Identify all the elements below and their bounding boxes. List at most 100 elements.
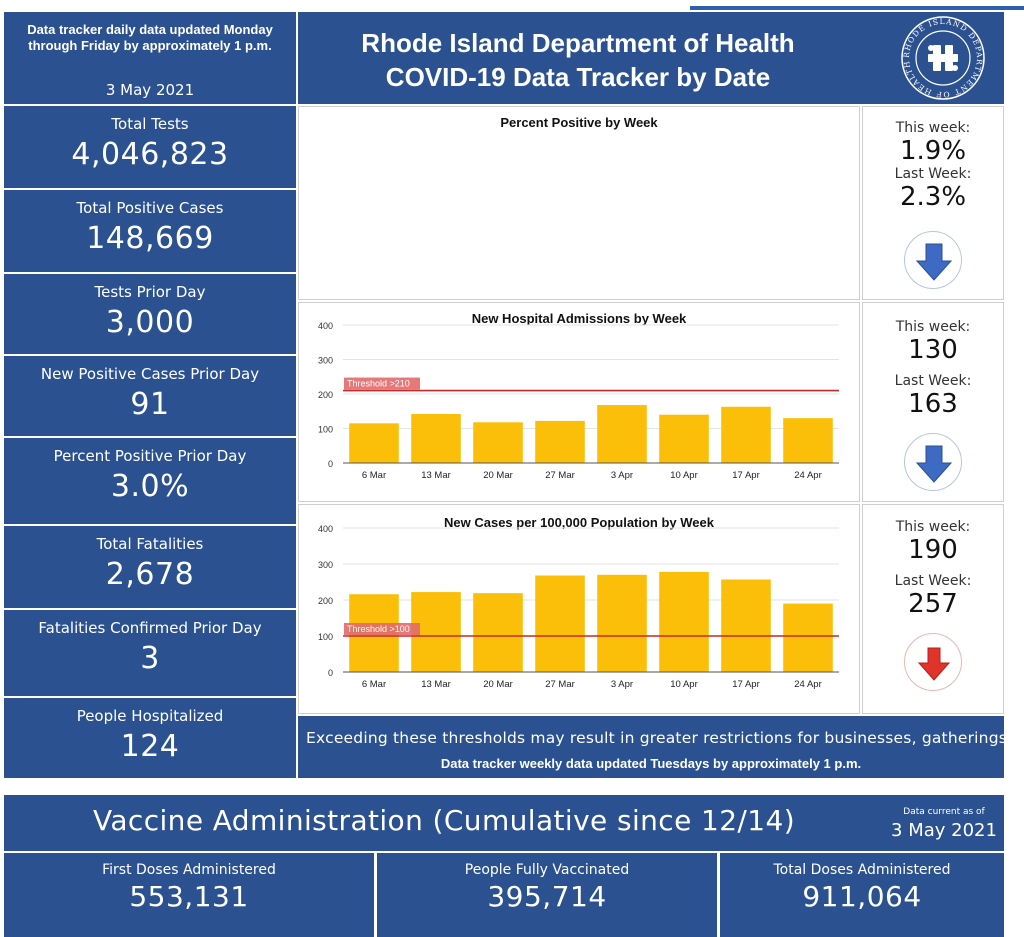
bar (597, 574, 647, 672)
weekly-update-note: Data tracker weekly data updated Tuesday… (440, 756, 862, 771)
page-subtitle: COVID-19 Data Tracker by Date (385, 62, 771, 92)
bar (349, 423, 399, 463)
y-tick-label: 200 (318, 596, 333, 606)
this-week-value: 130 (908, 335, 958, 365)
stat-new-positive-prior-day: New Positive Cases Prior Day 91 (4, 356, 296, 436)
weekly-percent-positive: This week: 1.9% Last Week: 2.3% (862, 106, 1004, 300)
threshold-note: Exceeding these thresholds may result in… (306, 729, 1004, 747)
bar (473, 422, 523, 463)
vaccine-label: Total Doses Administered (773, 862, 951, 878)
x-tick-label: 20 Mar (483, 679, 513, 690)
chart-title: New Hospital Admissions by Week (471, 311, 687, 326)
update-note: Data tracker daily data updated Monday t… (27, 22, 273, 53)
stat-people-hospitalized: People Hospitalized 124 (4, 698, 296, 778)
bar (535, 420, 585, 463)
y-tick-label: 400 (318, 524, 333, 534)
last-week-label: Last Week: (894, 573, 972, 589)
this-week-value: 1.9% (899, 136, 967, 166)
data-current-label: Data current as of (903, 807, 985, 817)
threshold-label-bg (344, 623, 420, 635)
bar (473, 593, 523, 672)
threshold-message: Exceeding these thresholds may result in… (298, 716, 1004, 778)
stat-percent-positive-prior-day: Percent Positive Prior Day 3.0% (4, 438, 296, 524)
stat-total-positive-cases: Total Positive Cases 148,669 (4, 190, 296, 272)
vaccine-value: 553,131 (129, 880, 249, 913)
stat-label: People Hospitalized (76, 707, 224, 725)
y-tick-label: 100 (318, 632, 333, 642)
chart-hospital-admissions-plot: 0 100 200 300 400 6 Mar 13 Mar 20 Mar 27 Mar 3 Ap… (318, 321, 839, 481)
x-tick-label: 3 Apr (611, 679, 633, 690)
vaccine-label: First Doses Administered (102, 862, 276, 878)
red-down-arrow-icon (904, 633, 962, 691)
stat-fatalities-prior-day: Fatalities Confirmed Prior Day 3 (4, 610, 296, 696)
stat-value: 2,678 (105, 557, 195, 592)
vaccine-value: 911,064 (802, 880, 922, 913)
stat-value: 124 (120, 729, 180, 764)
chart-title: New Cases per 100,000 Population by Week (444, 515, 714, 530)
stat-label: Total Positive Cases (76, 199, 224, 217)
last-week-value: 163 (908, 389, 958, 419)
stat-tests-prior-day: Tests Prior Day 3,000 (4, 274, 296, 354)
stat-label: Fatalities Confirmed Prior Day (38, 619, 262, 637)
stat-total-tests: Total Tests 4,046,823 (4, 106, 296, 188)
stat-total-fatalities: Total Fatalities 2,678 (4, 526, 296, 608)
stat-label: Total Fatalities (96, 535, 204, 553)
ri-health-seal-icon: RHODE ISLAND DEPARTMENT OF HEALTH (901, 16, 985, 100)
report-date: 3 May 2021 (105, 81, 195, 99)
bar (411, 414, 461, 463)
this-week-value: 190 (908, 535, 958, 565)
stat-value: 4,046,823 (71, 137, 229, 172)
x-tick-label: 10 Apr (670, 470, 697, 481)
stat-value: 91 (130, 387, 170, 422)
blue-down-arrow-icon (904, 231, 962, 289)
update-info-box: Data tracker daily data updated Monday t… (4, 12, 296, 104)
vaccine-title: Vaccine Administration (Cumulative since… (92, 804, 796, 837)
stat-value: 3,000 (105, 305, 195, 340)
x-tick-label: 17 Apr (732, 470, 759, 481)
page-header: Rhode Island Department of Health COVID-… (298, 12, 1004, 104)
vaccine-total-doses: Total Doses Administered 911,064 (720, 853, 1004, 937)
x-tick-label: 13 Mar (421, 679, 451, 690)
x-tick-label: 27 Mar (545, 470, 575, 481)
x-tick-label: 24 Apr (794, 679, 821, 690)
chart-new-cases-per-100k: New Cases per 100,000 Population by Week… (298, 504, 860, 714)
y-tick-label: 200 (318, 390, 333, 400)
y-tick-label: 0 (328, 668, 333, 678)
y-tick-label: 300 (318, 356, 333, 366)
this-week-label: This week: (895, 120, 971, 136)
bar (659, 414, 709, 463)
chart-new-cases-plot: 0 100 200 300 400 6 Mar 13 Mar 20 Mar 27 Mar 3 Ap… (318, 524, 839, 690)
stat-label: Total Tests (111, 115, 189, 133)
x-tick-label: 3 Apr (611, 470, 633, 481)
bar (721, 406, 771, 463)
stat-label: Percent Positive Prior Day (53, 447, 247, 465)
stat-value: 3.0% (110, 469, 190, 504)
bar (783, 603, 833, 672)
x-tick-label: 13 Mar (421, 470, 451, 481)
data-current-date: 3 May 2021 (891, 820, 997, 841)
threshold-label: Threshold >210 (347, 379, 410, 389)
stat-value: 3 (140, 641, 160, 676)
top-accent-line (690, 6, 1024, 10)
bar (535, 575, 585, 672)
threshold-label: Threshold >100 (347, 624, 410, 634)
blue-down-arrow-icon (904, 433, 962, 491)
vaccine-fully-vaccinated: People Fully Vaccinated 395,714 (377, 853, 717, 937)
bar (659, 571, 709, 672)
y-tick-label: 300 (318, 560, 333, 570)
vaccine-label: People Fully Vaccinated (464, 862, 630, 878)
x-tick-label: 10 Apr (670, 679, 697, 690)
chart-percent-positive: Percent Positive by Week (298, 106, 860, 300)
threshold-label-bg (344, 377, 420, 390)
this-week-label: This week: (895, 519, 971, 535)
x-tick-label: 17 Apr (732, 679, 759, 690)
last-week-value: 257 (908, 589, 958, 619)
chart-hospital-admissions: New Hospital Admissions by Week 0 100 200 3… (298, 302, 860, 502)
stat-value: 148,669 (86, 221, 214, 256)
weekly-hospital-admissions: This week: 130 Last Week: 163 (862, 302, 1004, 502)
weekly-new-cases: This week: 190 Last Week: 257 (862, 504, 1004, 714)
this-week-label: This week: (895, 319, 971, 335)
bar (721, 579, 771, 672)
last-week-label: Last Week: (894, 373, 972, 389)
bar (783, 418, 833, 463)
